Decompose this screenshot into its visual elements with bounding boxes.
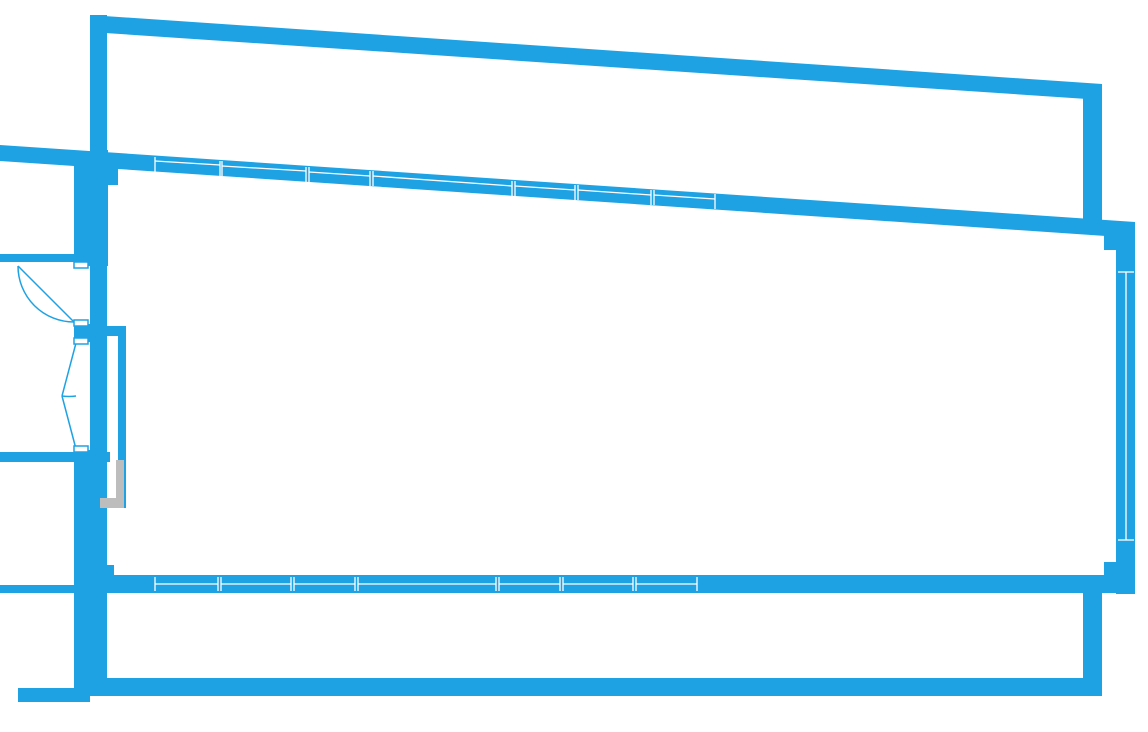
double-door bbox=[61, 337, 89, 453]
top-window bbox=[514, 181, 576, 200]
swing-door-jamb-bottom bbox=[73, 319, 89, 327]
swing-door-gap bbox=[74, 266, 90, 324]
bottom-window bbox=[293, 577, 356, 591]
double-door-leaf-top bbox=[61, 342, 77, 397]
top-window bbox=[653, 190, 716, 209]
partition-low-horizontal bbox=[0, 585, 90, 593]
top-window bbox=[577, 185, 652, 205]
right-outer-wall-lower bbox=[1083, 590, 1102, 696]
room-left-wall-corner bbox=[90, 165, 118, 185]
swing-door bbox=[17, 261, 89, 327]
right-window bbox=[1118, 271, 1134, 541]
top-window bbox=[308, 167, 371, 186]
room-top-wall bbox=[0, 145, 1135, 238]
outer-walls bbox=[90, 15, 1102, 696]
room-left-corner-bottom bbox=[90, 565, 114, 593]
bottom-outer-wall bbox=[90, 678, 1102, 696]
bottom-window bbox=[357, 577, 497, 591]
double-door-jamb-bottom bbox=[73, 445, 89, 453]
left-outer-wall bbox=[90, 15, 107, 696]
bottom-windows bbox=[154, 577, 698, 591]
top-window bbox=[372, 171, 513, 196]
partition-mid-horizontal bbox=[0, 452, 110, 462]
top-outer-wall bbox=[90, 15, 1102, 100]
swing-door-arc bbox=[17, 265, 75, 323]
double-door-jamb-top bbox=[73, 337, 89, 345]
swing-door-leaf bbox=[17, 265, 75, 323]
bottom-window bbox=[220, 577, 292, 591]
main-room-walls bbox=[0, 145, 1135, 594]
bottom-window bbox=[154, 577, 219, 591]
double-door-leaf-bottom bbox=[61, 395, 77, 450]
closet-right bbox=[118, 326, 126, 508]
partition-top-horizontal bbox=[0, 254, 90, 262]
bottom-window bbox=[635, 577, 698, 591]
column bbox=[100, 460, 124, 508]
room-right-corner-bottom bbox=[1104, 562, 1135, 593]
top-windows bbox=[154, 157, 716, 209]
closet-top bbox=[74, 326, 126, 336]
double-door-gap bbox=[74, 342, 90, 450]
partition-bottom-stub bbox=[18, 688, 88, 702]
top-window bbox=[154, 157, 221, 176]
closet-left-lower bbox=[98, 460, 104, 508]
room-right-corner-top bbox=[1104, 226, 1135, 250]
swing-door-jamb-top bbox=[73, 261, 89, 269]
door-openings bbox=[74, 266, 90, 450]
right-outer-wall-upper bbox=[1083, 84, 1102, 224]
bottom-window bbox=[498, 577, 561, 591]
bottom-window bbox=[562, 577, 634, 591]
top-window bbox=[221, 161, 307, 182]
